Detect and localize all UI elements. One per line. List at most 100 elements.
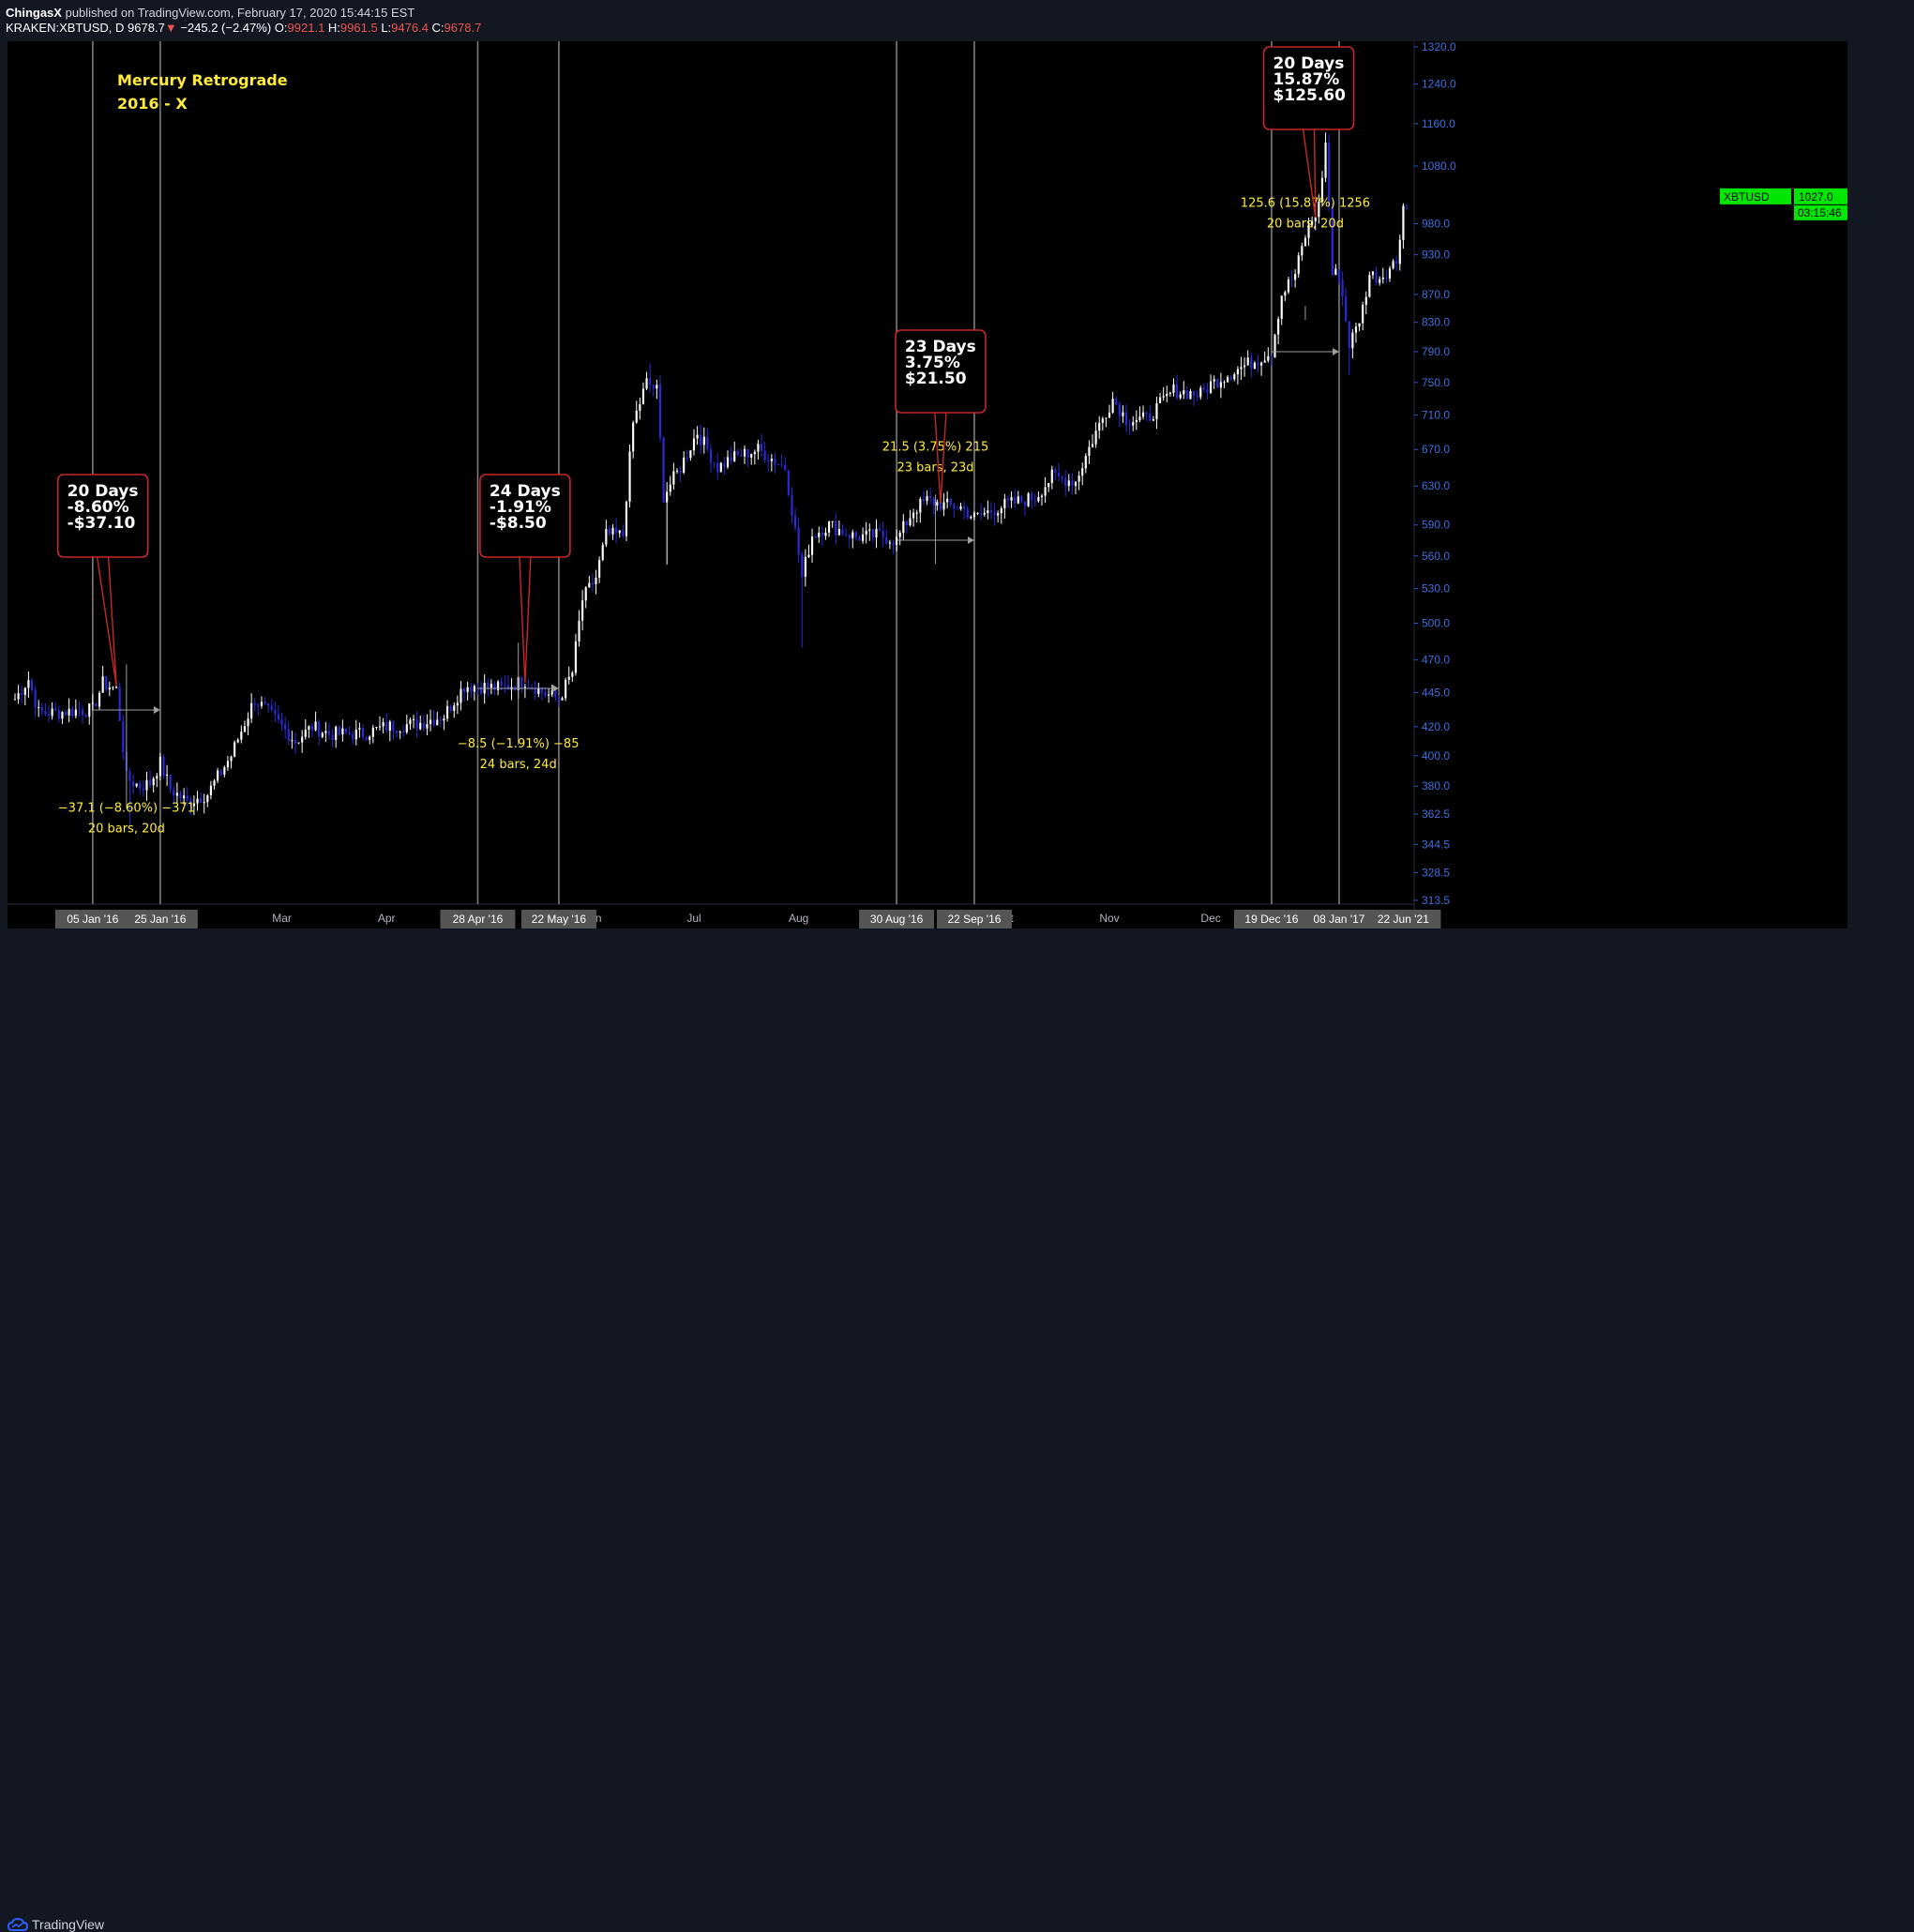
candle-body — [412, 718, 415, 720]
time-highlight-badge — [440, 910, 516, 928]
candle-body — [1328, 143, 1331, 207]
candle-body — [341, 728, 344, 735]
candle-body — [1379, 279, 1381, 283]
candle-body — [419, 722, 422, 730]
candle-body — [1101, 418, 1104, 423]
candle-body — [1006, 498, 1010, 501]
time-tick-label: Dec — [1200, 912, 1220, 925]
price-tick-label: 500.0 — [1422, 617, 1450, 630]
candle-body — [203, 802, 205, 804]
time-highlight-badge — [859, 910, 935, 928]
candle-body — [429, 719, 432, 724]
candle-body — [615, 527, 618, 534]
candle-body — [628, 451, 631, 503]
time-highlight-badge — [1301, 910, 1377, 928]
candle-body — [162, 757, 165, 777]
symbol-label[interactable]: KRAKEN:XBTUSD, D — [6, 21, 125, 35]
measure-change-label: −8.5 (−1.91%) −85 — [458, 737, 580, 751]
candle-body — [1023, 501, 1027, 506]
callout-line: -$8.50 — [490, 514, 547, 533]
candle-body — [641, 388, 645, 405]
candle-body — [1331, 206, 1334, 276]
candle-body — [1375, 271, 1378, 283]
candle-body — [942, 502, 945, 510]
candle-body — [1358, 323, 1361, 327]
candle-body — [601, 544, 604, 561]
candle-body — [128, 771, 131, 781]
candle-body — [858, 536, 861, 541]
candle-body — [415, 718, 418, 730]
candle-body — [595, 577, 597, 585]
candle-body — [1351, 332, 1354, 349]
chart-canvas[interactable]: 313.5 328.5 344.5 362.5 380.0 400.0 420.0 445.0… — [8, 41, 1847, 928]
price-chart[interactable]: 313.5 328.5 344.5 362.5 380.0 400.0 420.0 445.0… — [8, 41, 1847, 928]
candle-body — [909, 518, 912, 526]
tradingview-logo[interactable]: TradingView — [8, 1917, 104, 1932]
candle-body — [605, 529, 608, 545]
candle-body — [392, 721, 395, 732]
candle-body — [506, 685, 509, 690]
candle-body — [1334, 268, 1337, 276]
time-highlight-badge — [1233, 910, 1309, 928]
candle-body — [152, 778, 155, 786]
candle-body — [267, 703, 270, 706]
candle-body — [270, 705, 273, 710]
measure-bars-label: 23 bars, 23d — [897, 461, 973, 475]
measure-bars-label: 20 bars, 20d — [1267, 218, 1344, 232]
chart-header: ChingasX published on TradingView.com, F… — [0, 0, 1914, 41]
candle-body — [1040, 495, 1044, 497]
candle-body — [702, 436, 705, 445]
candle-body — [338, 726, 340, 735]
author-name[interactable]: ChingasX — [6, 6, 62, 20]
candle-body — [264, 702, 266, 704]
candle-body — [1337, 268, 1341, 280]
candle-body — [871, 529, 874, 538]
high-value: 9961.5 — [339, 21, 378, 35]
candle-body — [1243, 365, 1246, 368]
time-tick-label: Apr — [378, 912, 396, 925]
candle-body — [112, 687, 114, 688]
callout-box — [1262, 46, 1355, 130]
callout-line: 15.87% — [1273, 70, 1340, 89]
candle-body — [426, 723, 429, 729]
candle-body — [841, 529, 844, 535]
price-tick-label: 1320.0 — [1422, 41, 1456, 53]
time-highlight-badge — [54, 910, 130, 928]
candle-body — [696, 434, 699, 439]
candle-body — [1132, 422, 1135, 426]
candle-body — [1064, 477, 1067, 487]
candle-body — [649, 378, 652, 385]
candle-body — [462, 688, 466, 692]
candle-body — [868, 529, 871, 531]
candle-body — [848, 535, 851, 538]
candle-body — [314, 721, 317, 731]
candle-body — [912, 512, 915, 519]
callout-line: -8.60% — [68, 498, 129, 517]
countdown-value: 03:15:46 — [1798, 206, 1842, 219]
candle-body — [1362, 305, 1364, 324]
candle-body — [358, 728, 361, 730]
candle-body — [304, 729, 307, 737]
candle-body — [797, 527, 800, 555]
candle-body — [1253, 363, 1256, 370]
candle-body — [105, 676, 108, 690]
candle-body — [1135, 420, 1138, 423]
candle-body — [760, 444, 763, 451]
candle-body — [1044, 487, 1047, 496]
candle-body — [956, 508, 959, 510]
candle-body — [1061, 475, 1063, 478]
callout-pointer — [519, 556, 532, 684]
candle-body — [622, 530, 625, 536]
price-tick-label: 710.0 — [1422, 409, 1450, 422]
candle-body — [1172, 384, 1175, 393]
candle-body — [1183, 390, 1185, 395]
candle-body — [1071, 480, 1074, 486]
candle-body — [169, 775, 172, 791]
time-tick-label: Aug — [789, 912, 808, 925]
price-change: −245.2 (−2.47%) — [180, 21, 272, 35]
candle-body — [807, 554, 810, 558]
candle-body — [625, 502, 628, 536]
candle-body — [297, 742, 300, 744]
candle-body — [294, 740, 297, 744]
candle-body — [827, 521, 831, 533]
